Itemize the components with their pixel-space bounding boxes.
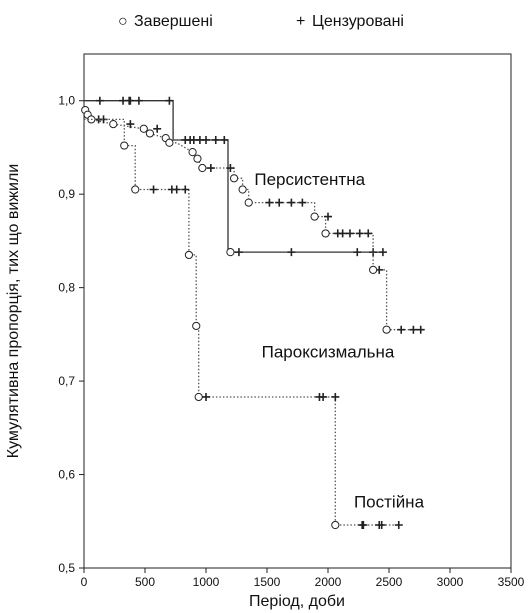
- event-marker: [193, 154, 202, 163]
- event-marker: [238, 185, 247, 194]
- censored-marker: [331, 392, 340, 401]
- censored-marker: [359, 521, 368, 530]
- censored-marker: [287, 198, 296, 207]
- censored-marker: [409, 325, 418, 334]
- legend-censored-symbol: +: [296, 13, 305, 30]
- x-tick-label: 2500: [376, 575, 403, 589]
- event-marker: [244, 198, 253, 207]
- x-tick-label: 3500: [498, 575, 525, 589]
- event-marker: [139, 124, 148, 133]
- series-2: Пароксизмальна: [81, 105, 425, 362]
- y-tick-label: 0,8: [58, 281, 75, 295]
- censored-marker: [126, 120, 135, 129]
- event-marker: [145, 129, 154, 138]
- censored-marker: [134, 96, 143, 105]
- censored-marker: [287, 248, 296, 257]
- censored-marker: [234, 248, 243, 257]
- censored-marker: [345, 229, 354, 238]
- censored-marker: [353, 248, 362, 257]
- censored-marker: [95, 96, 104, 105]
- censored-marker: [153, 124, 162, 133]
- censored-marker: [220, 135, 229, 144]
- y-tick-label: 0,6: [58, 468, 75, 482]
- y-tick-label: 0,7: [58, 374, 75, 388]
- y-tick-label: 0,5: [58, 561, 75, 575]
- censored-marker: [397, 325, 406, 334]
- y-tick-label: 0,9: [58, 187, 75, 201]
- censored-marker: [211, 135, 220, 144]
- censored-marker: [416, 325, 425, 334]
- plot-frame: [83, 53, 512, 569]
- legend: ○ Завершені + Цензуровані: [118, 13, 404, 30]
- event-marker: [226, 248, 235, 257]
- event-marker: [369, 265, 378, 274]
- censored-marker: [202, 135, 210, 144]
- series-label: Постійна: [354, 492, 425, 511]
- censored-marker: [226, 164, 235, 173]
- legend-censored-label: Цензуровані: [312, 13, 404, 30]
- censored-marker: [126, 96, 135, 105]
- censored-marker: [181, 185, 190, 194]
- legend-completed-symbol: ○: [118, 13, 128, 30]
- event-marker: [310, 212, 319, 221]
- event-marker: [198, 163, 207, 173]
- x-tick-label: 500: [135, 575, 155, 589]
- censored-marker: [319, 392, 328, 401]
- censored-marker: [265, 198, 274, 207]
- censored-marker: [394, 521, 403, 530]
- x-tick-label: 3000: [437, 575, 464, 589]
- censored-marker: [364, 229, 373, 238]
- censored-marker: [378, 248, 387, 257]
- event-marker: [120, 141, 129, 150]
- x-axis-title: Період, доби: [249, 593, 345, 610]
- censored-marker: [149, 185, 158, 194]
- x-tick-label: 1500: [254, 575, 281, 589]
- y-axis-title: Кумулятивна пропорція, тих що вижили: [5, 164, 22, 459]
- x-tick-label: 1000: [193, 575, 220, 589]
- event-marker: [382, 325, 391, 334]
- censored-marker: [172, 185, 181, 194]
- survival-step-line: [83, 105, 424, 331]
- series-layer: Персистентна Пароксизмальна Постійна: [81, 96, 425, 530]
- event-marker: [109, 119, 118, 129]
- censored-marker: [165, 96, 174, 105]
- series-3: Постійна: [84, 118, 425, 530]
- censored-marker: [377, 521, 386, 530]
- series-label: Персистентна: [254, 170, 365, 189]
- axis-ticks: 0 500 1000 1500 2000 2500 3000 3500 0,5 0,6 0,7 0,8…: [58, 94, 524, 589]
- event-marker: [321, 229, 330, 238]
- event-marker: [229, 174, 239, 183]
- censored-marker: [338, 229, 347, 238]
- event-marker: [131, 185, 140, 194]
- event-marker: [192, 321, 201, 331]
- event-marker: [194, 392, 203, 402]
- censored-marker: [298, 198, 307, 207]
- y-tick-label: 1,0: [58, 94, 75, 108]
- censored-marker: [202, 392, 210, 401]
- event-marker: [331, 520, 340, 530]
- event-marker: [184, 250, 194, 260]
- censored-marker: [206, 164, 215, 173]
- series-1: Персистентна: [84, 96, 387, 257]
- x-tick-label: 2000: [315, 575, 342, 589]
- event-marker: [165, 138, 174, 147]
- x-tick-label: 0: [81, 575, 88, 589]
- event-marker: [188, 148, 197, 157]
- censored-marker: [324, 212, 332, 221]
- legend-completed-label: Завершені: [134, 13, 213, 30]
- censored-marker: [355, 229, 364, 238]
- series-label: Пароксизмальна: [262, 343, 395, 362]
- censored-marker: [275, 198, 284, 207]
